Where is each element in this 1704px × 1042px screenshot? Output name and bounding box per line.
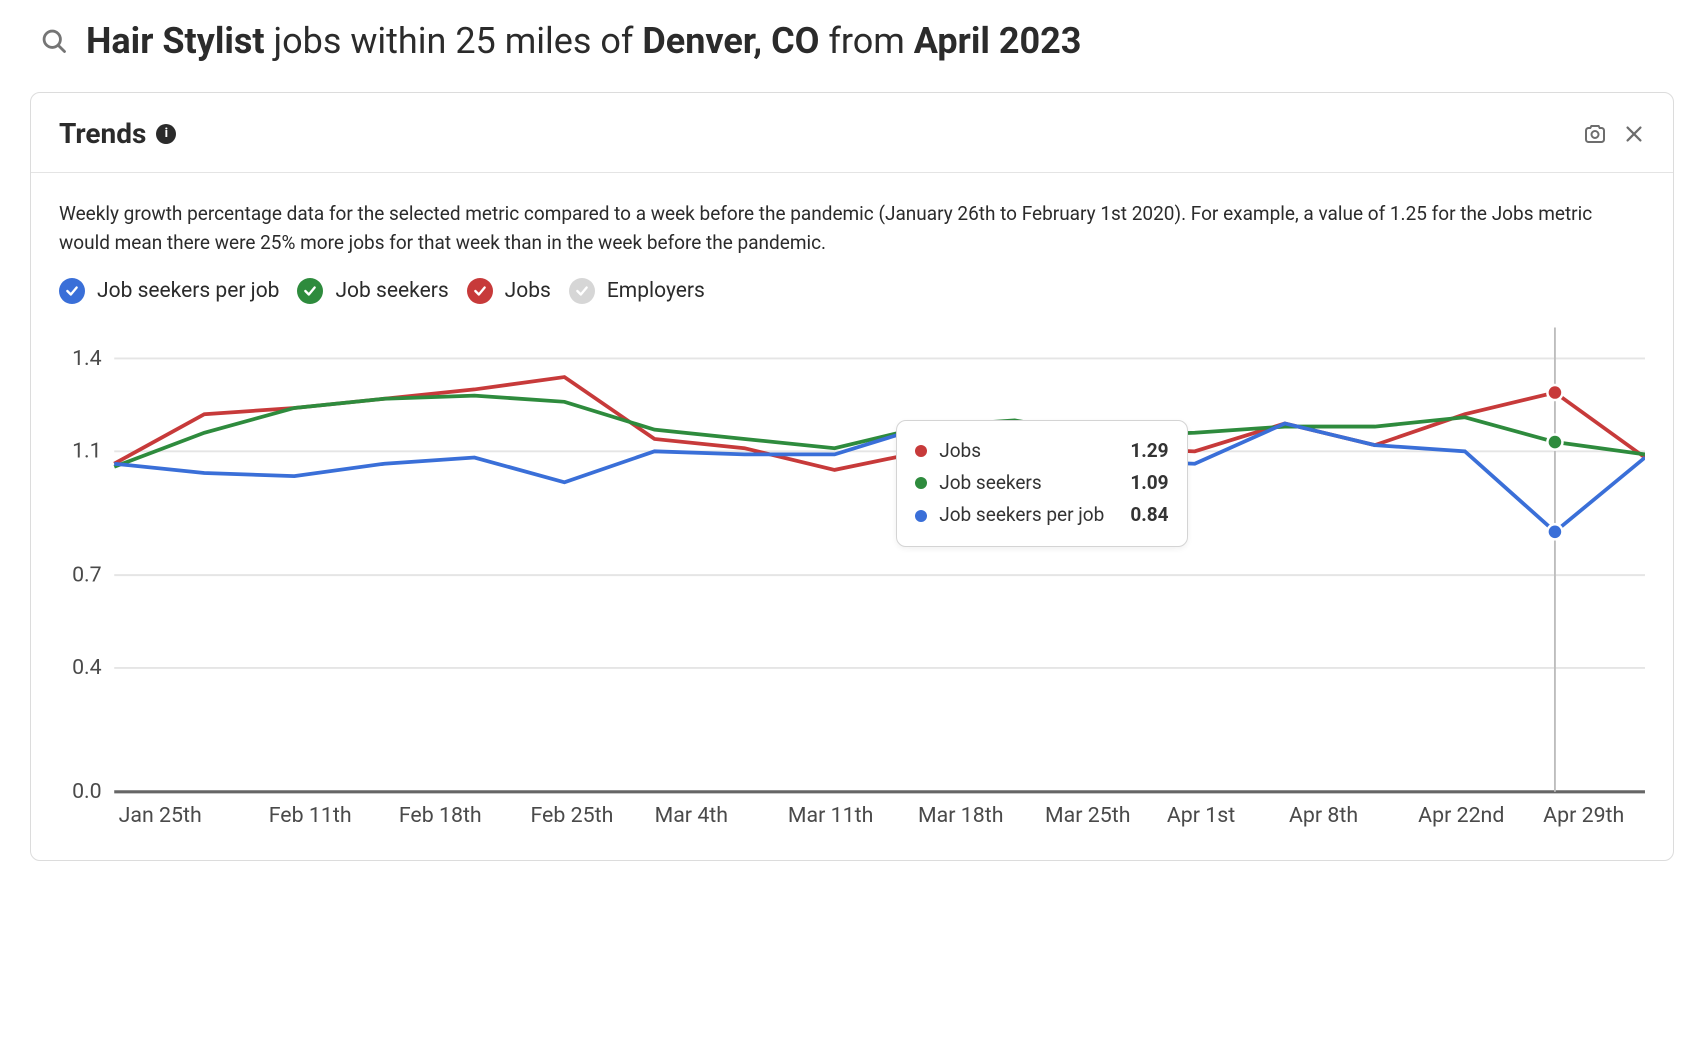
svg-text:0.7: 0.7 [72,562,102,587]
legend-check-icon[interactable] [59,278,85,304]
legend-item[interactable]: Employers [569,278,705,304]
trends-card: Trends i Weekly growth percentage data f… [30,92,1674,861]
legend-label: Job seekers per job [97,279,279,303]
legend-item[interactable]: Jobs [467,278,551,304]
legend-check-icon[interactable] [467,278,493,304]
svg-text:Apr 22nd: Apr 22nd [1418,803,1504,828]
svg-text:Apr 29th: Apr 29th [1543,803,1624,828]
tooltip-label: Job seekers per job [939,499,1118,531]
svg-text:Apr 1st: Apr 1st [1167,803,1235,828]
svg-text:0.0: 0.0 [72,779,102,804]
tooltip-label: Job seekers [939,467,1118,499]
card-title: Trends [59,117,146,150]
close-icon[interactable] [1623,123,1645,145]
tooltip-value: 1.29 [1130,435,1168,467]
svg-text:Mar 11th: Mar 11th [788,803,873,828]
search-icon[interactable] [40,27,68,55]
legend-label: Job seekers [335,279,448,303]
page-title: Hair Stylist jobs within 25 miles of Den… [86,20,1081,62]
legend-item[interactable]: Job seekers per job [59,278,279,304]
chart-tooltip: Jobs 1.29 Job seekers 1.09 Job seekers per j… [896,420,1187,547]
svg-text:Feb 11th: Feb 11th [269,803,352,828]
trends-chart[interactable]: 0.0 0.4 0.7 1.1 1.4 Jan 25th Feb 11th Feb 18th F… [59,320,1645,832]
legend-check-icon[interactable] [569,278,595,304]
info-icon[interactable]: i [156,124,176,144]
svg-text:Feb 25th: Feb 25th [530,803,613,828]
svg-text:Feb 18th: Feb 18th [399,803,482,828]
legend: Job seekers per job Job seekers Jobs Employ… [59,278,1645,304]
tooltip-label: Jobs [939,435,1118,467]
camera-icon[interactable] [1583,122,1607,146]
tooltip-value: 0.84 [1130,499,1168,531]
card-description: Weekly growth percentage data for the se… [59,199,1645,258]
svg-text:0.4: 0.4 [72,655,102,680]
svg-text:Apr 8th: Apr 8th [1289,803,1358,828]
legend-check-icon[interactable] [297,278,323,304]
svg-text:Mar 25th: Mar 25th [1045,803,1130,828]
svg-text:Mar 18th: Mar 18th [918,803,1003,828]
svg-text:1.1: 1.1 [72,438,102,463]
svg-text:Mar 4th: Mar 4th [655,803,728,828]
legend-label: Employers [607,279,705,303]
legend-item[interactable]: Job seekers [297,278,448,304]
svg-text:Jan 25th: Jan 25th [119,803,202,828]
legend-label: Jobs [505,279,551,303]
svg-text:1.4: 1.4 [72,346,102,371]
tooltip-value: 1.09 [1130,467,1168,499]
